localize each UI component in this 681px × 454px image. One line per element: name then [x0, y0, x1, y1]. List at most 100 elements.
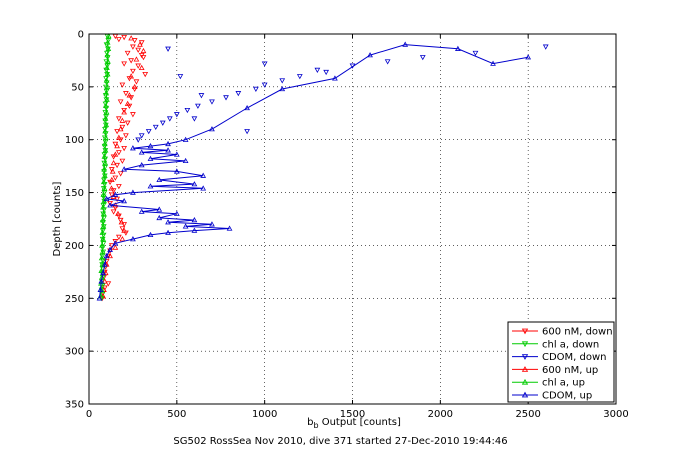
data-point	[119, 124, 126, 131]
data-point	[130, 145, 136, 151]
data-point	[384, 59, 391, 65]
data-point	[173, 210, 180, 216]
series-line-cdom-up	[99, 44, 529, 299]
data-point	[103, 121, 110, 128]
data-point	[121, 166, 128, 172]
data-point	[200, 172, 207, 178]
data-point	[131, 38, 138, 44]
data-point	[165, 147, 171, 153]
data-point	[128, 73, 135, 79]
y-tick-label: 50	[71, 82, 84, 93]
data-point	[105, 253, 112, 260]
data-point	[156, 206, 163, 212]
data-point	[138, 208, 145, 214]
data-point	[525, 54, 532, 60]
data-point	[191, 217, 198, 223]
data-point	[121, 227, 128, 233]
data-point	[145, 129, 152, 135]
data-point	[110, 209, 117, 215]
x-tick-label: 0	[86, 409, 92, 420]
data-point	[115, 234, 122, 240]
data-point	[108, 176, 115, 183]
y-tick-label: 250	[65, 294, 84, 305]
data-point	[112, 240, 119, 246]
data-point	[119, 226, 126, 232]
data-point	[102, 159, 109, 166]
data-point	[121, 146, 128, 152]
x-tick-label: 1000	[252, 409, 277, 420]
data-point	[101, 153, 108, 159]
legend-label: chl a, up	[542, 378, 585, 389]
data-point	[103, 77, 110, 83]
data-point	[367, 52, 373, 58]
data-point	[135, 63, 142, 69]
data-point	[133, 56, 140, 62]
data-point	[102, 134, 109, 140]
x-tick-label: 500	[167, 409, 186, 420]
y-tick-label: 150	[65, 188, 84, 199]
data-point	[103, 90, 110, 96]
data-point	[121, 109, 128, 115]
y-tick-label: 0	[78, 30, 84, 41]
data-point	[112, 191, 119, 197]
data-point	[102, 147, 109, 153]
data-point	[490, 60, 496, 66]
ticks-layer: 0 500 1000 1500 2000 2500 3000 0 50 100 150 200 250 3…	[65, 30, 629, 421]
data-point	[100, 236, 106, 242]
data-point	[123, 91, 129, 97]
data-point	[402, 41, 409, 47]
data-point	[119, 82, 126, 88]
legend-box	[507, 321, 615, 403]
y-tick-label: 100	[65, 135, 84, 146]
x-axis-label-rest: Output [counts]	[319, 417, 401, 428]
data-point	[101, 152, 108, 158]
data-point	[115, 213, 122, 219]
x-axis-label-subscript: b	[313, 421, 318, 430]
data-point	[108, 192, 115, 198]
data-point	[455, 45, 461, 51]
data-point	[115, 184, 122, 190]
data-point	[115, 134, 122, 140]
data-point	[97, 286, 104, 292]
data-point	[138, 162, 145, 168]
data-point	[165, 229, 171, 235]
data-point	[332, 75, 338, 81]
data-point	[121, 198, 128, 204]
legend-marker	[521, 341, 529, 348]
data-point	[131, 83, 138, 90]
data-point	[173, 112, 180, 118]
data-point	[121, 61, 128, 67]
data-point	[124, 50, 131, 57]
data-point	[138, 64, 145, 70]
data-point	[119, 236, 126, 242]
data-point	[173, 168, 180, 174]
data-point	[110, 159, 117, 166]
data-point	[105, 281, 112, 287]
data-point	[133, 79, 140, 85]
x-tick-label: 2000	[428, 409, 453, 420]
data-point	[114, 143, 120, 149]
data-point	[104, 39, 111, 45]
data-point	[182, 157, 189, 164]
data-point	[130, 236, 136, 242]
data-point	[223, 95, 229, 101]
data-point	[104, 52, 111, 58]
data-point	[100, 204, 106, 210]
data-point	[103, 252, 110, 259]
data-point	[244, 129, 250, 135]
y-axis-label: Depth [counts]	[52, 181, 63, 256]
data-point	[112, 151, 119, 157]
legend-label: 600 nM, down	[542, 327, 613, 338]
data-point	[235, 91, 242, 97]
data-point	[177, 74, 184, 80]
data-point	[107, 246, 113, 252]
data-point	[138, 40, 145, 46]
data-point	[112, 239, 119, 245]
data-point	[119, 158, 126, 164]
data-point	[119, 117, 126, 123]
data-point	[112, 141, 119, 147]
data-point	[117, 171, 124, 177]
legend-label: CDOM, up	[542, 391, 592, 402]
